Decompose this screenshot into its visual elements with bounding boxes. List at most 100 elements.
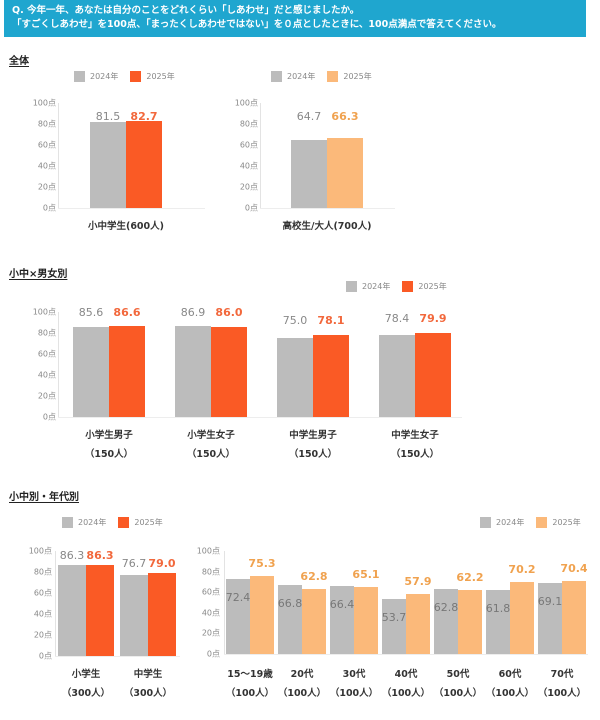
bar-2024 (538, 582, 562, 654)
y-axis-line (58, 312, 59, 417)
legend-swatch-2024 (271, 70, 282, 82)
value-label-2025: 70.2 (508, 562, 536, 576)
category-label: 70代 （100人） (512, 665, 600, 703)
y-axis-line (58, 103, 59, 208)
y-tick-label: 100点 (234, 98, 258, 108)
y-tick-label: 80点 (37, 328, 56, 338)
y-tick-label: 100点 (28, 546, 52, 556)
question-banner: Q. 今年一年、あなたは自分のことをどれくらい「しあわせ」だと感じましたか。 「… (4, 0, 586, 37)
legend-swatch-2025 (402, 280, 414, 292)
category-name: 中学生男子 (289, 430, 337, 441)
value-label-2024: 61.8 (485, 602, 511, 616)
y-tick-label: 40点 (37, 161, 56, 171)
value-label-2024: 75.0 (282, 313, 308, 327)
bar-2025 (562, 581, 586, 654)
legend-swatch-2024 (480, 516, 491, 528)
y-tick-label: 80点 (33, 567, 52, 577)
category-label: 30代 （100人） (304, 665, 404, 703)
category-count: （300人） (61, 688, 111, 699)
bar-2025 (406, 594, 430, 654)
value-label-2024: 85.6 (78, 306, 104, 319)
category-count: （100人） (485, 688, 535, 699)
legend-overall-child: 2024年 2025年 (74, 70, 187, 82)
category-label: 中学生 （300人） (98, 665, 198, 703)
legend-label-2024: 2024年 (78, 517, 107, 527)
value-label-2025: 82.7 (130, 110, 158, 123)
y-tick-label: 20点 (33, 630, 52, 640)
y-tick-label: 60点 (37, 140, 56, 150)
section-title-gender: 小中×男女別 (9, 269, 68, 280)
bar-2024 (277, 338, 313, 417)
bar-2024 (175, 325, 211, 417)
legend-school: 2024年 2025年 (62, 516, 175, 528)
category-count: （100人） (433, 688, 483, 699)
legend-label-2024: 2024年 (90, 71, 119, 81)
y-axis-line (55, 551, 56, 656)
y-tick-label: 0点 (42, 412, 56, 422)
bar-2024 (291, 140, 327, 208)
value-label-2024: 76.7 (121, 557, 147, 571)
y-axis-line (224, 551, 225, 654)
question-line-2: 「すごくしあわせ」を100点、「まったくしあわせではない」を０点としたときに、1… (12, 19, 502, 30)
category-count: （150人） (390, 449, 440, 460)
bar-2025 (250, 576, 274, 654)
bar-2025 (86, 565, 114, 656)
bar-2024 (73, 327, 109, 417)
category-label: 中学生男子 （150人） (263, 426, 363, 464)
y-tick-label: 60点 (37, 349, 56, 359)
category-label: 小中学生(600人) (76, 217, 176, 236)
category-name: 中学生女子 (391, 430, 439, 441)
bar-2025 (211, 326, 247, 417)
value-label-2024: 64.7 (296, 110, 322, 123)
bar-2025 (313, 334, 349, 417)
y-tick-label: 60点 (239, 140, 258, 150)
x-axis-line (224, 654, 588, 655)
category-label: 小学生女子 （150人） (161, 426, 261, 464)
value-label-2024: 86.9 (180, 306, 206, 319)
value-label-2025: 57.9 (404, 575, 432, 589)
category-name: 中学生 (133, 669, 163, 680)
category-name: 小中学生(600人) (87, 221, 164, 232)
legend-label-2024: 2024年 (362, 281, 391, 291)
legend-label-2024: 2024年 (496, 517, 525, 527)
y-tick-label: 100点 (32, 307, 56, 317)
category-label: 15〜19歳 （100人） (200, 665, 300, 703)
y-tick-label: 20点 (239, 182, 258, 192)
value-label-2025: 62.8 (300, 570, 328, 584)
value-label-2025: 65.1 (352, 567, 380, 581)
bar-2024 (434, 589, 458, 654)
bar-2024 (330, 585, 354, 654)
y-tick-label: 40点 (201, 608, 220, 618)
y-tick-label: 20点 (201, 628, 220, 638)
legend-swatch-2024 (74, 70, 85, 82)
bar-2024 (278, 585, 302, 654)
bar-2024 (90, 122, 126, 208)
y-tick-label: 40点 (37, 370, 56, 380)
legend-swatch-2025 (536, 516, 548, 528)
value-label-2025: 79.0 (148, 557, 176, 571)
bar-2024 (486, 590, 510, 654)
legend-swatch-2024 (62, 516, 73, 528)
legend-label-2025: 2025年 (134, 517, 163, 527)
value-label-2025: 66.3 (331, 110, 359, 123)
category-count: （150人） (186, 449, 236, 460)
category-name: 小学生 (71, 669, 101, 680)
section-title-overall: 全体 (9, 56, 29, 67)
category-count: （150人） (288, 449, 338, 460)
value-label-2024: 78.4 (384, 312, 410, 326)
y-tick-label: 80点 (201, 567, 220, 577)
category-count: （100人） (277, 688, 327, 699)
value-label-2024: 86.3 (59, 549, 85, 563)
category-name: 60代 (498, 669, 522, 680)
category-label: 小学生男子 （150人） (59, 426, 159, 464)
bar-2025 (415, 333, 451, 417)
bar-2024 (379, 334, 415, 417)
category-label: 小学生 （300人） (36, 665, 136, 703)
category-count: （100人） (537, 688, 587, 699)
value-label-2025: 62.2 (456, 570, 484, 584)
value-label-2024: 81.5 (95, 110, 121, 123)
category-name: 小学生男子 (85, 430, 133, 441)
legend-label-2025: 2025年 (418, 281, 447, 291)
category-name: 50代 (446, 669, 470, 680)
value-label-2025: 86.3 (86, 549, 114, 563)
